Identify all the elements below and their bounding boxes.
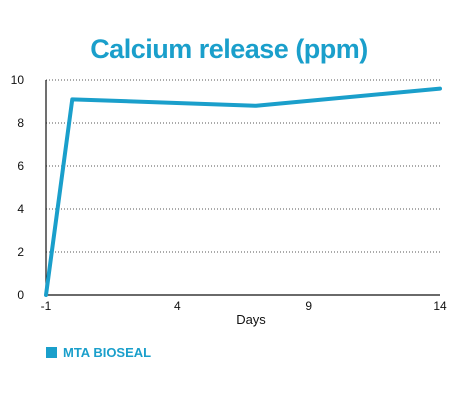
- series-lines: [44, 86, 442, 297]
- series-line-0: [44, 86, 442, 297]
- y-tick-label: 4: [17, 202, 24, 216]
- legend-label: MTA BIOSEAL: [63, 344, 152, 360]
- x-tick-label: 14: [433, 299, 447, 313]
- y-tick-label: 8: [17, 116, 24, 130]
- x-tick-label: -1: [41, 299, 52, 313]
- x-tick-label: 4: [174, 299, 181, 313]
- y-tick-labels: 0 2 4 6 8 10: [11, 73, 25, 302]
- x-tick-labels: -1 4 9 14: [41, 299, 447, 313]
- x-tick-label: 9: [305, 299, 312, 313]
- y-tick-label: 0: [17, 288, 24, 302]
- chart-title: Calcium release (ppm): [90, 34, 368, 64]
- legend: MTA BIOSEAL: [46, 343, 151, 361]
- y-tick-label: 2: [17, 245, 24, 259]
- axes: [45, 80, 440, 296]
- y-tick-label: 10: [11, 73, 25, 87]
- x-axis-label: Days: [236, 312, 266, 327]
- legend-swatch: [46, 346, 57, 358]
- y-tick-label: 6: [17, 159, 24, 173]
